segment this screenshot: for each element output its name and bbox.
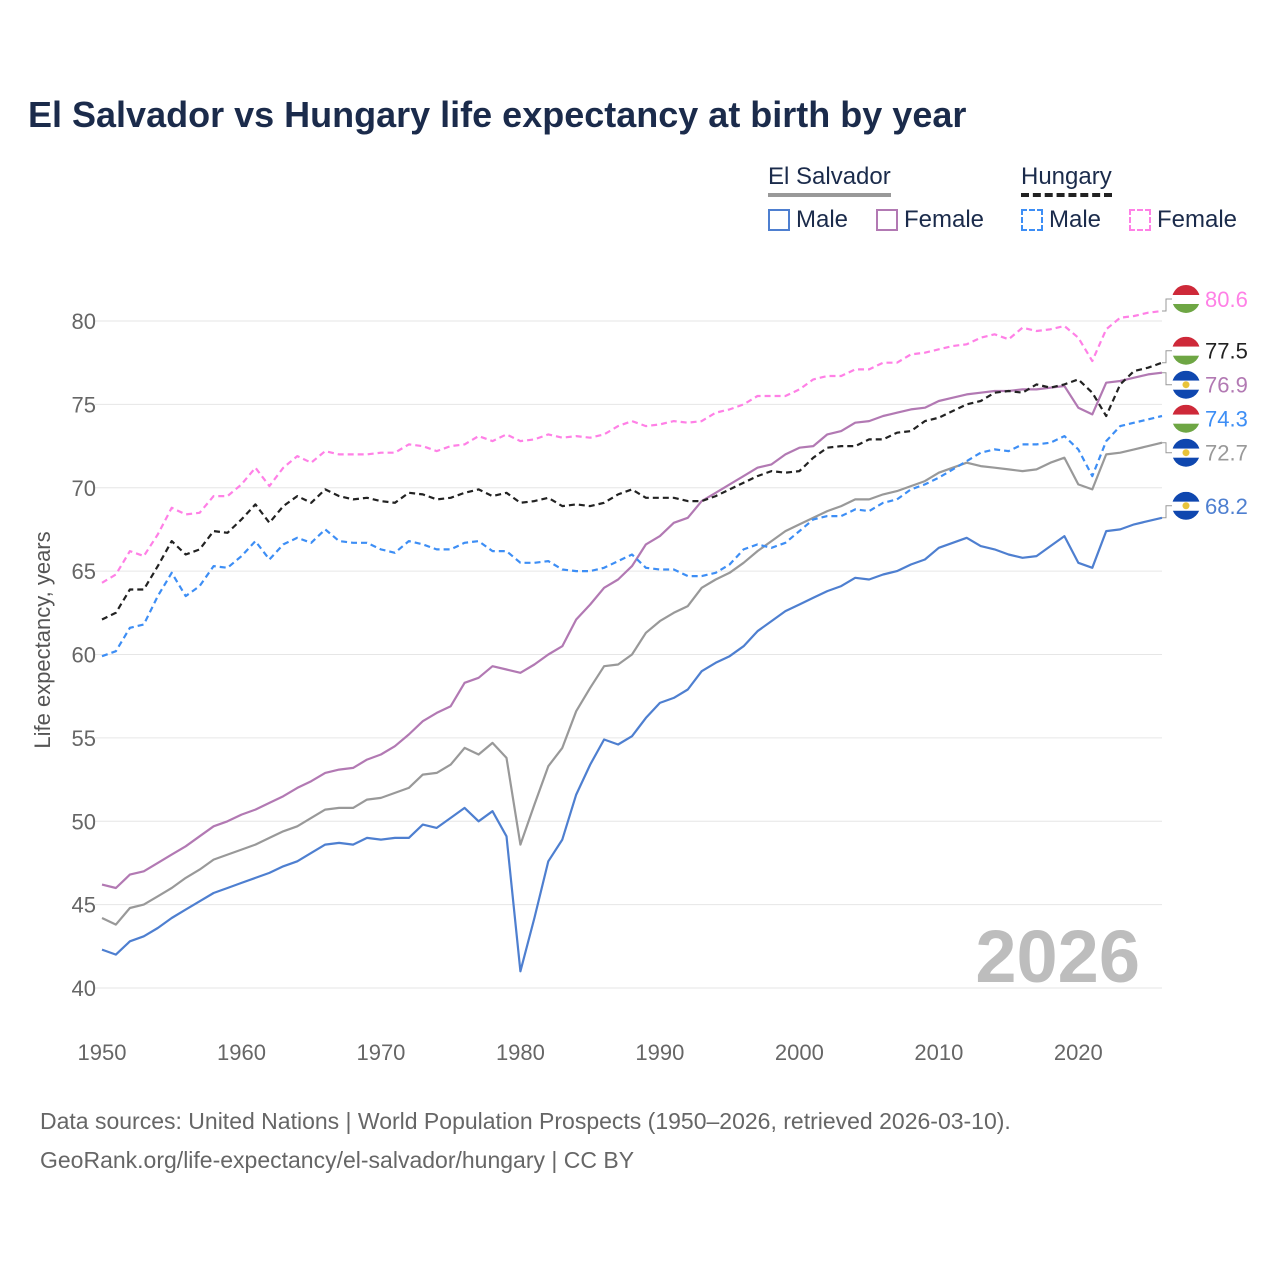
legend-item-el-salvador-male[interactable]: Male (768, 206, 848, 234)
legend-item-hungary-male[interactable]: Male (1021, 206, 1101, 234)
legend-swatch (768, 209, 790, 231)
year-annotation: 2026 (975, 915, 1140, 998)
end-value-label: 76.9 (1205, 373, 1248, 398)
series-line-el-salvador (101, 441, 1163, 926)
end-value-label: 77.5 (1205, 339, 1248, 364)
y-tick-label: 80 (72, 309, 96, 334)
series-line-hungary (101, 361, 1163, 621)
legend-item-el-salvador-female[interactable]: Female (876, 206, 984, 234)
series-line-el-salvador-male (101, 516, 1163, 973)
x-tick-label: 1960 (217, 1040, 266, 1065)
legend-label: Male (796, 206, 849, 233)
label-connector (1162, 442, 1172, 454)
legend-item-hungary-female[interactable]: Female (1129, 206, 1237, 234)
footer-sources: Data sources: United Nations | World Pop… (40, 1108, 1011, 1134)
legend-label: Female (904, 206, 985, 233)
legend-swatch (876, 209, 898, 231)
end-value-label: 74.3 (1205, 407, 1248, 432)
label-connector (1162, 298, 1172, 312)
x-tick-label: 2020 (1054, 1040, 1103, 1065)
y-tick-label: 65 (72, 559, 96, 584)
legend-group-el-salvador: El Salvador (768, 163, 891, 197)
x-tick-label: 2010 (914, 1040, 963, 1065)
legend-swatch (1021, 209, 1043, 231)
series-line-hungary-male (101, 414, 1163, 658)
label-connector (1162, 350, 1172, 364)
label-connector (1162, 505, 1172, 519)
end-value-label: 72.7 (1205, 441, 1248, 466)
legend-label: Female (1157, 206, 1238, 233)
hungary-flag-icon (1172, 336, 1200, 365)
series-line-el-salvador-female (101, 371, 1163, 890)
series-line-hungary-female (101, 309, 1163, 584)
y-axis-label: Life expectancy, years (30, 531, 55, 748)
y-tick-label: 55 (72, 726, 96, 751)
y-tick-label: 50 (72, 809, 96, 834)
x-tick-label: 1970 (356, 1040, 405, 1065)
label-connector (1162, 372, 1172, 386)
hungary-flag-icon (1172, 284, 1200, 313)
footer-link[interactable]: GeoRank.org/life-expectancy/el-salvador/… (40, 1147, 635, 1173)
y-tick-label: 40 (72, 976, 96, 1001)
hungary-flag-icon (1172, 404, 1200, 433)
y-tick-label: 60 (72, 643, 96, 668)
el-salvador-flag-icon (1172, 491, 1200, 520)
legend-swatch (1129, 209, 1151, 231)
end-value-label: 68.2 (1205, 494, 1248, 519)
el-salvador-flag-icon (1172, 370, 1200, 399)
legend-label: Male (1049, 206, 1102, 233)
y-tick-label: 45 (72, 893, 96, 918)
y-tick-label: 75 (72, 392, 96, 417)
chart-title: El Salvador vs Hungary life expectancy a… (28, 94, 967, 135)
x-tick-label: 1950 (78, 1040, 127, 1065)
x-tick-label: 1980 (496, 1040, 545, 1065)
el-salvador-flag-icon (1172, 438, 1200, 467)
x-tick-label: 1990 (635, 1040, 684, 1065)
y-tick-label: 70 (72, 476, 96, 501)
end-value-label: 80.6 (1205, 287, 1248, 312)
legend-group-hungary: Hungary (1021, 163, 1112, 197)
x-tick-label: 2000 (775, 1040, 824, 1065)
